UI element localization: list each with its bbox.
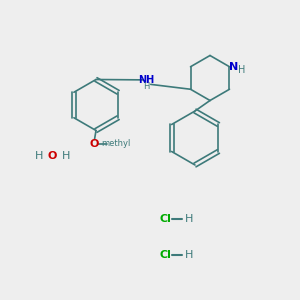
Text: H: H [238,65,245,75]
Text: N: N [230,62,238,72]
Text: H: H [185,214,193,224]
Text: H: H [185,250,193,260]
Text: methyl: methyl [101,140,130,148]
Text: Cl: Cl [159,214,171,224]
Text: NH: NH [138,75,154,85]
Text: O: O [90,139,99,149]
Text: O: O [48,151,57,161]
Text: H: H [35,151,43,161]
Text: H: H [143,82,149,91]
Text: Cl: Cl [159,250,171,260]
Text: H: H [62,151,70,161]
